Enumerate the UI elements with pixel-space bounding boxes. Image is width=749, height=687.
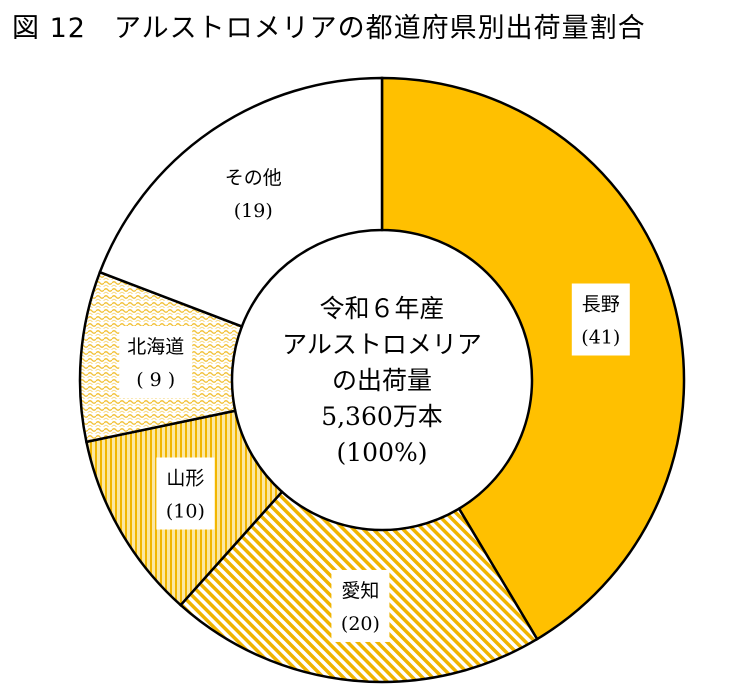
slice-label-4: その他 bbox=[225, 167, 282, 189]
slice-label-box-1 bbox=[331, 569, 390, 642]
slice-label-0: 長野 bbox=[582, 294, 620, 316]
center-line-3: 5,360万本 bbox=[321, 402, 443, 431]
slice-value-1: (20) bbox=[341, 613, 380, 635]
center-line-2: の出荷量 bbox=[332, 366, 432, 395]
slice-value-3: ( 9 ) bbox=[136, 369, 175, 391]
slice-value-4: (19) bbox=[234, 200, 273, 222]
slice-label-box-4 bbox=[216, 157, 290, 230]
slice-value-0: (41) bbox=[581, 327, 620, 349]
slice-0 bbox=[380, 76, 686, 641]
center-line-1: アルストロメリア bbox=[282, 330, 482, 359]
slice-label-2: 山形 bbox=[166, 468, 204, 490]
slice-label-box-0 bbox=[571, 283, 630, 356]
slice-label-1: 愛知 bbox=[341, 580, 379, 602]
slice-value-2: (10) bbox=[166, 501, 205, 523]
center-line-0: 令和６年産 bbox=[319, 294, 444, 323]
center-line-4: (100%) bbox=[337, 438, 428, 467]
slice-label-box-2 bbox=[156, 457, 215, 530]
slice-label-3: 北海道 bbox=[127, 336, 184, 358]
chart-title: 図 12 アルストロメリアの都道府県別出荷量割合 bbox=[12, 13, 646, 44]
slice-label-box-3 bbox=[119, 326, 193, 399]
